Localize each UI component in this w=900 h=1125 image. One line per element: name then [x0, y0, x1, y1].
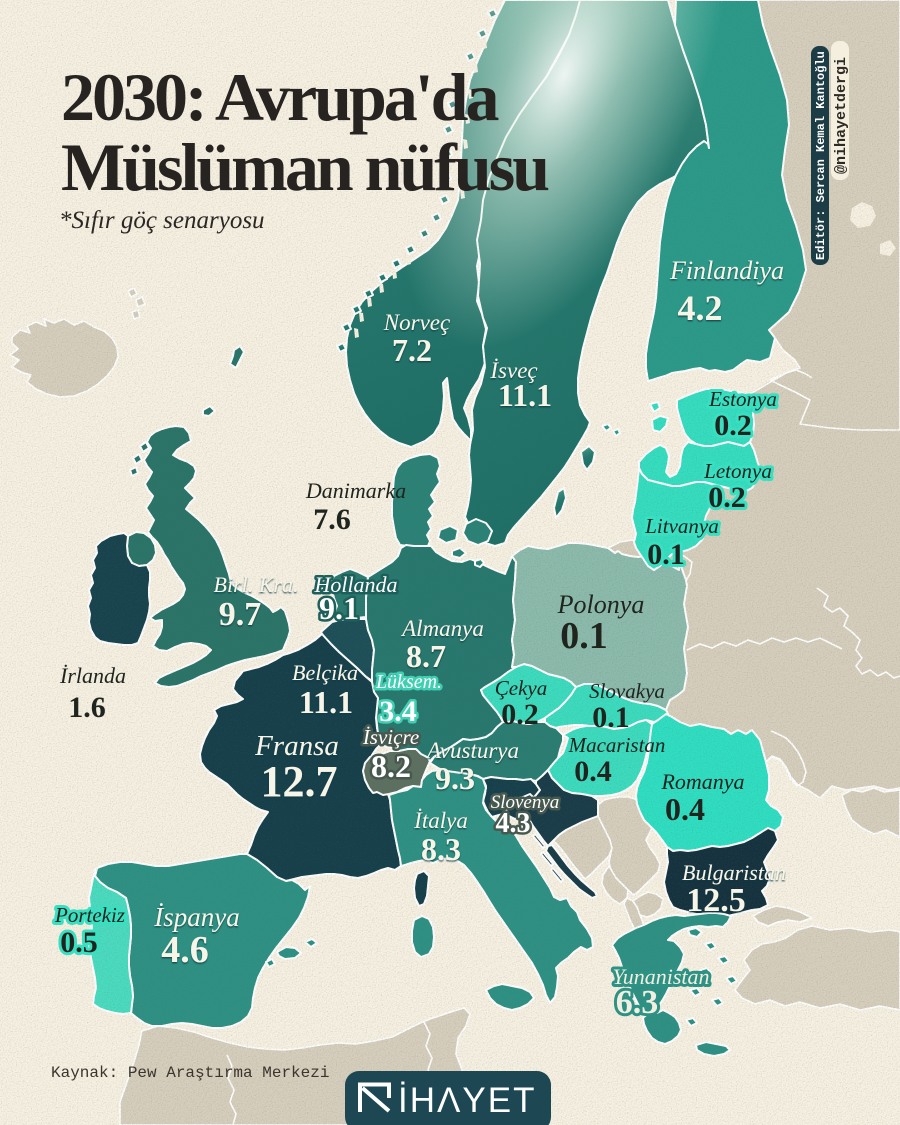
svg-text:Hollanda: Hollanda [313, 572, 397, 597]
svg-text:İspanya: İspanya [153, 902, 239, 932]
svg-text:9.3: 9.3 [435, 760, 475, 796]
svg-text:Norveç: Norveç [383, 310, 450, 335]
svg-text:0.1: 0.1 [647, 538, 685, 571]
svg-text:Slovakya: Slovakya [589, 679, 665, 703]
svg-text:0.2: 0.2 [708, 481, 746, 514]
svg-text:6.3: 6.3 [616, 984, 659, 1021]
svg-text:Fransa: Fransa [254, 730, 339, 762]
svg-text:İtalya: İtalya [413, 808, 468, 833]
svg-text:8.2: 8.2 [371, 748, 411, 784]
svg-text:9.1: 9.1 [319, 590, 359, 626]
svg-text:Polonya: Polonya [557, 590, 645, 619]
svg-text:8.3: 8.3 [421, 831, 461, 867]
svg-text:0.1: 0.1 [560, 615, 608, 657]
svg-text:Litvanya: Litvanya [644, 514, 719, 538]
svg-text:Avusturya: Avusturya [425, 738, 519, 763]
svg-text:7.6: 7.6 [313, 503, 351, 536]
svg-text:11.1: 11.1 [299, 684, 353, 720]
svg-text:Romanya: Romanya [660, 769, 744, 794]
svg-text:Slovenya: Slovenya [491, 792, 560, 813]
svg-text:Finlandiya: Finlandiya [669, 256, 784, 285]
svg-text:4.3: 4.3 [496, 808, 531, 839]
svg-text:Bulgaristan: Bulgaristan [682, 860, 786, 885]
svg-text:Estonya: Estonya [708, 387, 777, 411]
svg-text:0.4: 0.4 [574, 755, 612, 788]
svg-text:Macaristan: Macaristan [568, 733, 666, 757]
svg-text:12.5: 12.5 [686, 882, 746, 919]
svg-text:0.2: 0.2 [714, 409, 752, 442]
svg-text:3.4: 3.4 [379, 695, 417, 728]
svg-text:Belçika: Belçika [292, 660, 358, 685]
svg-text:4.2: 4.2 [678, 288, 723, 328]
svg-text:0.5: 0.5 [60, 926, 98, 959]
svg-text:8.7: 8.7 [406, 638, 446, 674]
svg-text:İHΛYET: İHΛYET [398, 1081, 536, 1120]
svg-text:12.7: 12.7 [261, 757, 338, 806]
svg-text:0.2: 0.2 [501, 698, 539, 731]
svg-text:0.1: 0.1 [592, 701, 630, 734]
svg-text:1.6: 1.6 [68, 691, 106, 724]
svg-text:Lüksem.: Lüksem. [375, 671, 442, 693]
svg-text:Yunanistan: Yunanistan [612, 964, 709, 989]
svg-text:İsveç: İsveç [489, 358, 537, 383]
svg-text:İsviçre: İsviçre [362, 725, 419, 749]
svg-text:11.1: 11.1 [498, 377, 552, 413]
svg-text:Danimarka: Danimarka [305, 478, 406, 503]
svg-text:7.2: 7.2 [392, 332, 432, 368]
svg-text:Portekiz: Portekiz [54, 903, 125, 927]
svg-text:İrlanda: İrlanda [59, 663, 126, 688]
svg-text:9.7: 9.7 [219, 596, 262, 633]
svg-text:4.6: 4.6 [161, 929, 209, 971]
svg-text:Birl. Kra.: Birl. Kra. [214, 572, 299, 597]
svg-text:0.4: 0.4 [665, 791, 705, 827]
svg-text:Çekya: Çekya [495, 676, 547, 700]
svg-text:Almanya: Almanya [400, 616, 484, 641]
svg-text:Letonya: Letonya [703, 459, 772, 483]
